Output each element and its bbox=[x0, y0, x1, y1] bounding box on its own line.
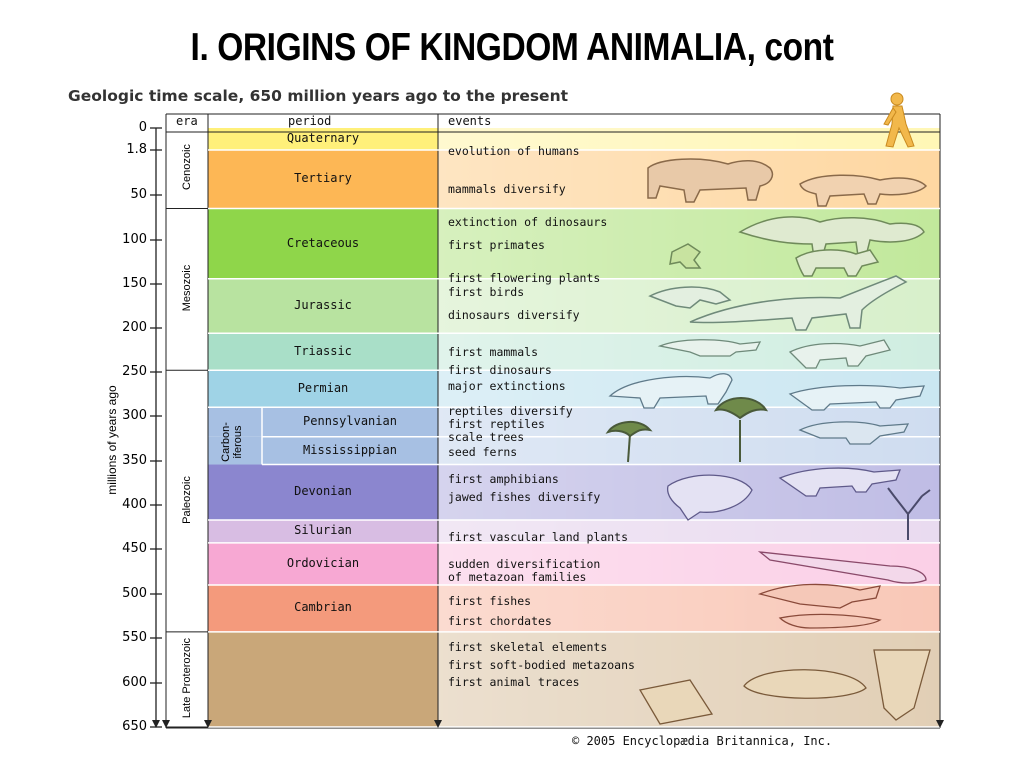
event-label: first animal traces bbox=[448, 675, 580, 690]
tick-label: 250 bbox=[122, 364, 147, 379]
event-label: sudden diversification bbox=[448, 556, 601, 571]
period-label: Pennsylvanian bbox=[303, 413, 397, 428]
event-label: major extinctions bbox=[448, 378, 566, 393]
ordovician-nautiloid-icon bbox=[757, 551, 927, 584]
event-label: first birds bbox=[448, 285, 525, 300]
period-label: Cretaceous bbox=[286, 235, 360, 250]
era-label: Late Proterozoic bbox=[181, 638, 193, 719]
tick-label: 500 bbox=[122, 586, 147, 601]
event-label: scale trees bbox=[448, 430, 525, 444]
tick-label: 100 bbox=[122, 232, 147, 247]
slide-title: I. ORIGINS OF KINGDOM ANIMALIA, cont bbox=[190, 26, 834, 69]
tick-label: 200 bbox=[122, 320, 147, 335]
event-label: first skeletal elements bbox=[448, 640, 608, 655]
event-label: first flowering plants bbox=[448, 270, 601, 285]
tick-label: 400 bbox=[122, 497, 147, 512]
carboniferous-band bbox=[208, 407, 262, 437]
axis-tick-marks bbox=[150, 127, 162, 728]
event-label: first fishes bbox=[448, 593, 532, 608]
tick-label: 350 bbox=[122, 453, 147, 468]
event-label: first dinosaurs bbox=[448, 362, 552, 377]
carboniferous-band bbox=[208, 436, 262, 465]
down-arrow-icon bbox=[936, 720, 944, 728]
period-label: Quaternary bbox=[286, 131, 360, 145]
proterozoic-fossil-icons bbox=[638, 649, 931, 725]
events-band-fade bbox=[438, 128, 940, 150]
header-period: period bbox=[288, 114, 332, 128]
tick-label: 550 bbox=[122, 630, 147, 645]
era-label: Cenozoic bbox=[181, 144, 193, 191]
event-label: first soft-bodied metazoans bbox=[448, 658, 635, 673]
tick-label: 50 bbox=[130, 187, 147, 202]
event-label: first amphibians bbox=[448, 472, 559, 487]
period-label: Permian bbox=[297, 380, 349, 395]
mammal-icons bbox=[647, 158, 928, 207]
triassic-reptile-icons bbox=[657, 339, 892, 369]
tree-icons bbox=[605, 397, 910, 463]
cambrian-fossil-icons bbox=[757, 583, 882, 629]
permian-reptile-icons bbox=[608, 373, 925, 411]
chart-title: Geologic time scale, 650 million years a… bbox=[68, 87, 569, 105]
tick-label: 150 bbox=[122, 276, 147, 291]
event-label: first chordates bbox=[448, 613, 552, 628]
period-label: Triassic bbox=[294, 343, 352, 358]
carboniferous-label-text: Carbon- iferous bbox=[220, 422, 244, 462]
event-label: evolution of humans bbox=[448, 144, 580, 158]
copyright: © 2005 Encyclopædia Britannica, Inc. bbox=[572, 734, 833, 748]
event-label: jawed fishes diversify bbox=[448, 489, 601, 504]
event-label: first primates bbox=[448, 237, 545, 252]
fossil-illustrations bbox=[605, 92, 931, 725]
dinosaur-icons bbox=[669, 216, 925, 277]
era-label: Paleozoic bbox=[181, 476, 193, 524]
event-label: of metazoan families bbox=[448, 570, 587, 585]
event-label: dinosaurs diversify bbox=[448, 308, 580, 323]
down-arrow-icon bbox=[162, 720, 170, 728]
table-frame bbox=[152, 113, 944, 729]
devonian-fish-icons bbox=[666, 467, 931, 540]
period-label: Mississippian bbox=[303, 442, 397, 457]
down-arrow-icon bbox=[204, 720, 212, 728]
period-label: Ordovician bbox=[286, 555, 360, 570]
tick-label: 450 bbox=[122, 541, 147, 556]
tick-label: 300 bbox=[122, 408, 147, 423]
era-label: Mesozoic bbox=[181, 265, 193, 312]
period-label: Silurian bbox=[294, 523, 352, 538]
carboniferous-label: Carbon- iferous bbox=[220, 414, 244, 470]
events-band-wash bbox=[438, 128, 940, 150]
tick-label: 0 bbox=[138, 120, 147, 135]
event-label: seed ferns bbox=[448, 445, 518, 460]
tick-label: 650 bbox=[122, 719, 147, 734]
header-era: era bbox=[176, 114, 198, 128]
period-label: Devonian bbox=[294, 484, 352, 499]
period-label: Cambrian bbox=[294, 600, 352, 615]
event-label: mammals diversify bbox=[448, 182, 566, 197]
period-label: Tertiary bbox=[294, 171, 352, 186]
events-band-fade bbox=[438, 519, 940, 543]
period-label: Jurassic bbox=[294, 298, 352, 312]
event-label: reptiles diversify bbox=[448, 404, 573, 419]
down-arrow-icon bbox=[152, 720, 160, 728]
down-arrow-icon bbox=[434, 720, 442, 728]
y-axis-label: millions of years ago bbox=[105, 385, 119, 495]
tick-label: 1.8 bbox=[126, 142, 147, 157]
walking-human-icon bbox=[883, 92, 915, 148]
tick-label: 600 bbox=[122, 675, 147, 690]
header-events: events bbox=[448, 114, 492, 128]
event-label: first reptiles bbox=[448, 416, 545, 431]
event-label: extinction of dinosaurs bbox=[448, 215, 608, 230]
event-label: first mammals bbox=[448, 345, 539, 360]
jurassic-dinosaur-icons bbox=[648, 275, 908, 331]
event-label: first vascular land plants bbox=[448, 530, 629, 545]
events-band-wash bbox=[438, 519, 940, 543]
